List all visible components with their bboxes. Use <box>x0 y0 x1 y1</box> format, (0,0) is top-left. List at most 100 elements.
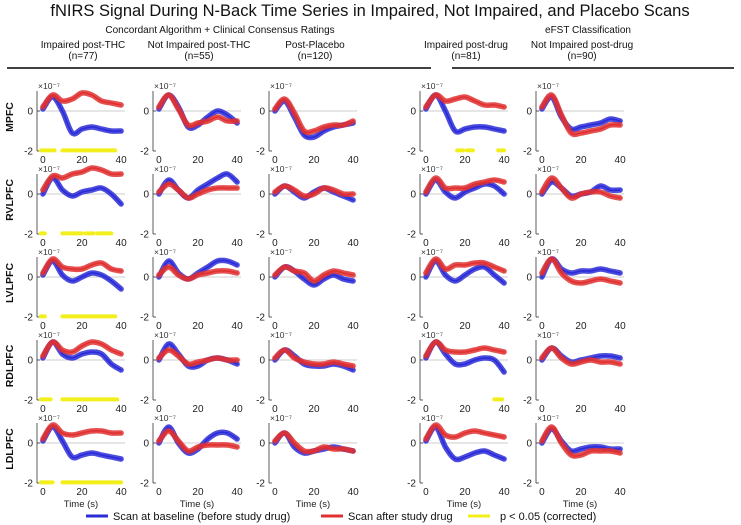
x-axis-label: Time (s) <box>296 499 330 510</box>
after-series <box>425 424 505 440</box>
x-tick-label: 40 <box>348 321 360 332</box>
group-label-concordant: Concordant Algorithm + Clinical Consensu… <box>105 25 334 36</box>
x-tick-label: 20 <box>76 321 88 332</box>
after-series <box>541 426 621 457</box>
x-tick-label: 0 <box>272 487 278 498</box>
x-axis-label: Time (s) <box>447 499 481 510</box>
after-series <box>42 167 122 191</box>
x-tick-label: 0 <box>539 238 545 249</box>
y-exponent-label: ×10⁻⁷ <box>270 330 292 340</box>
x-tick-label: 0 <box>539 487 545 498</box>
after-series-band <box>156 181 240 201</box>
x-tick-label: 40 <box>232 487 244 498</box>
x-tick-label: 20 <box>192 404 204 415</box>
y-tick-label: 0 <box>27 439 33 450</box>
column-title: Impaired post-THC <box>41 40 125 51</box>
x-axis-label: Time (s) <box>64 499 98 510</box>
x-tick-label: 20 <box>308 404 320 415</box>
y-tick-label: -2 <box>407 396 416 407</box>
x-tick-label: 0 <box>423 238 429 249</box>
y-tick-label: 0 <box>27 273 33 284</box>
y-tick-label: 0 <box>143 356 149 367</box>
figure-title: fNIRS Signal During N-Back Time Series i… <box>50 2 689 20</box>
x-tick-label: 0 <box>40 404 46 415</box>
after-series <box>541 347 621 365</box>
panel: ×10⁻⁷ -2 0 0 20 40 <box>24 330 127 415</box>
baseline-series-band <box>423 92 507 135</box>
y-tick-label: -2 <box>24 147 33 158</box>
after-series <box>158 94 238 127</box>
after-series <box>158 349 238 366</box>
after-series <box>42 92 122 108</box>
after-series <box>425 94 505 108</box>
column-n: (n=90) <box>567 51 596 62</box>
panel: ×10⁻⁷ -2 0 0 20 40 <box>256 330 359 415</box>
y-exponent-label: ×10⁻⁷ <box>421 164 443 174</box>
panel: ×10⁻⁷ -2 0 0 20 40 <box>140 247 243 332</box>
x-tick-label: 40 <box>116 487 128 498</box>
x-tick-label: 40 <box>499 155 511 166</box>
y-exponent-label: ×10⁻⁷ <box>38 247 60 257</box>
y-exponent-label: ×10⁻⁷ <box>421 247 443 257</box>
y-exponent-label: ×10⁻⁷ <box>421 413 443 423</box>
y-exponent-label: ×10⁻⁷ <box>38 164 60 174</box>
panel: ×10⁻⁷ -2 0 0 20 40 <box>523 247 626 332</box>
y-tick-label: -2 <box>140 147 149 158</box>
y-exponent-label: ×10⁻⁷ <box>537 164 559 174</box>
group-label-efst: eFST Classification <box>545 25 631 36</box>
x-tick-label: 40 <box>116 404 128 415</box>
y-exponent-label: ×10⁻⁷ <box>154 413 176 423</box>
after-series <box>274 349 354 367</box>
y-tick-label: 0 <box>27 107 33 118</box>
panel: ×10⁻⁷ -2 0 0 20 40 <box>523 81 626 166</box>
baseline-series <box>158 173 238 199</box>
x-tick-label: 20 <box>308 238 320 249</box>
x-tick-label: 20 <box>575 321 587 332</box>
x-tick-label: 0 <box>156 321 162 332</box>
panel: ×10⁻⁷ -2 0 0 20 40 <box>407 247 510 332</box>
panel: ×10⁻⁷ -2 0 0 20 40 <box>407 81 510 166</box>
x-tick-label: 20 <box>575 487 587 498</box>
y-exponent-label: ×10⁻⁷ <box>537 247 559 257</box>
panel: ×10⁻⁷ -2 0 0 20 40 <box>24 247 127 332</box>
x-tick-label: 40 <box>348 487 360 498</box>
x-tick-label: 0 <box>156 155 162 166</box>
y-tick-label: 0 <box>526 273 532 284</box>
panel: ×10⁻⁷ -2 0 0 20 40 <box>256 81 359 166</box>
y-exponent-label: ×10⁻⁷ <box>270 81 292 91</box>
panel: ×10⁻⁷ -2 0 0 20 40 <box>24 164 127 249</box>
y-tick-label: 0 <box>526 190 532 201</box>
y-exponent-label: ×10⁻⁷ <box>537 330 559 340</box>
x-tick-label: 0 <box>156 404 162 415</box>
y-tick-label: -2 <box>256 479 265 490</box>
x-tick-label: 20 <box>459 321 471 332</box>
y-tick-label: -2 <box>256 230 265 241</box>
row-label: LVLPFC <box>4 263 16 303</box>
y-tick-label: -2 <box>24 396 33 407</box>
panel: ×10⁻⁷ -2 0 0 20 40 <box>140 330 243 415</box>
x-tick-label: 20 <box>575 404 587 415</box>
x-tick-label: 40 <box>615 487 627 498</box>
panel: ×10⁻⁷ -2 0 0 20 40 <box>407 164 510 249</box>
x-tick-label: 40 <box>116 155 128 166</box>
y-tick-label: 0 <box>526 439 532 450</box>
y-tick-label: 0 <box>259 356 265 367</box>
y-tick-label: -2 <box>523 230 532 241</box>
panel: ×10⁻⁷ -2 0 0 20 40 <box>256 164 359 249</box>
panel: ×10⁻⁷ -2 0 0 20 40 <box>140 81 243 166</box>
panel: ×10⁻⁷ -2 0 0 20 40 Time (s) <box>523 413 626 510</box>
after-series <box>158 266 238 280</box>
y-exponent-label: ×10⁻⁷ <box>154 247 176 257</box>
y-tick-label: 0 <box>259 439 265 450</box>
x-tick-label: 40 <box>499 321 511 332</box>
x-tick-label: 0 <box>423 404 429 415</box>
y-tick-label: -2 <box>24 230 33 241</box>
x-tick-label: 0 <box>40 487 46 498</box>
after-series <box>158 430 238 452</box>
after-series <box>42 258 122 274</box>
y-tick-label: -2 <box>140 479 149 490</box>
y-tick-label: 0 <box>410 356 416 367</box>
y-tick-label: -2 <box>523 313 532 324</box>
column-n: (n=120) <box>298 51 333 62</box>
